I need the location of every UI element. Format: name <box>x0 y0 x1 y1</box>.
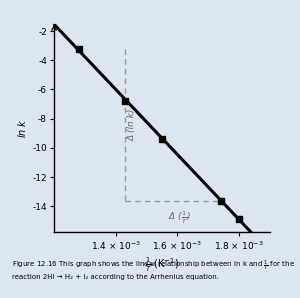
Text: Δ (ln k): Δ (ln k) <box>128 109 137 141</box>
Point <box>218 198 223 203</box>
Point <box>237 216 242 221</box>
Point <box>160 136 164 141</box>
Point <box>76 47 81 52</box>
X-axis label: $\frac{1}{T}$ (K$^{-1}$): $\frac{1}{T}$ (K$^{-1}$) <box>145 256 179 274</box>
Text: Figure 12.16 This graph shows the linear relationship between ln k and $\frac{1}: Figure 12.16 This graph shows the linear… <box>12 259 295 280</box>
Y-axis label: ln $k$: ln $k$ <box>16 118 28 138</box>
Text: Δ ($\frac{1}{T}$): Δ ($\frac{1}{T}$) <box>168 209 190 226</box>
Point <box>123 98 128 103</box>
